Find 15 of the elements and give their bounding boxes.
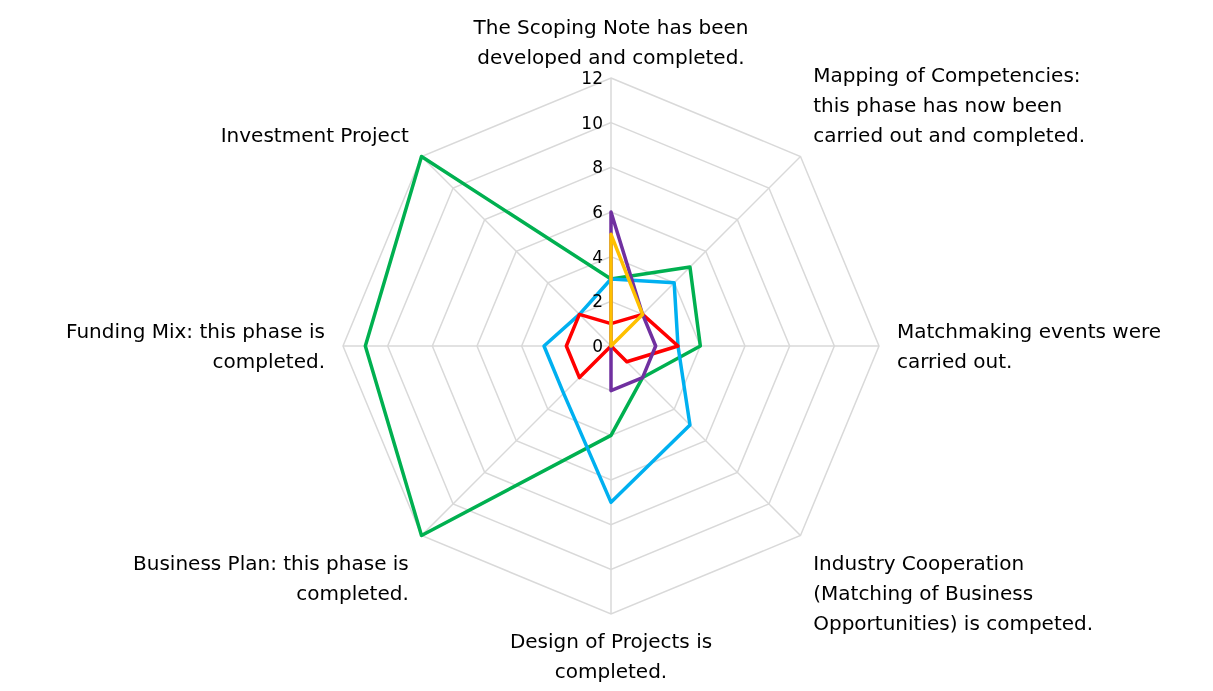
- y-tick-label: 12: [581, 68, 603, 88]
- y-tick-label: 6: [592, 202, 603, 222]
- spoke-label: Industry Cooperation (Matching of Business Opportunities) is competed.: [813, 550, 1094, 635]
- y-tick-label: 0: [592, 336, 603, 356]
- y-tick-label: 10: [581, 112, 603, 133]
- y-tick-label: 8: [592, 157, 603, 178]
- spoke-label: Design of Projects is completed.: [509, 629, 713, 683]
- y-tick-label: 4: [592, 246, 603, 267]
- y-tick-label: 2: [592, 291, 603, 312]
- spoke-label: Investment Project: [220, 123, 409, 148]
- spoke-label: Business Plan: this phase is completed.: [133, 550, 409, 605]
- spoke-label: Matchmaking events were carried out.: [897, 319, 1162, 373]
- spoke-label: Funding Mix: this phase is completed.: [65, 319, 325, 373]
- spoke-label: Mapping of Competencies: this phase has now been carried out and completed.: [813, 63, 1086, 148]
- spoke-label: The Scoping Note has been developed and completed.: [472, 15, 749, 69]
